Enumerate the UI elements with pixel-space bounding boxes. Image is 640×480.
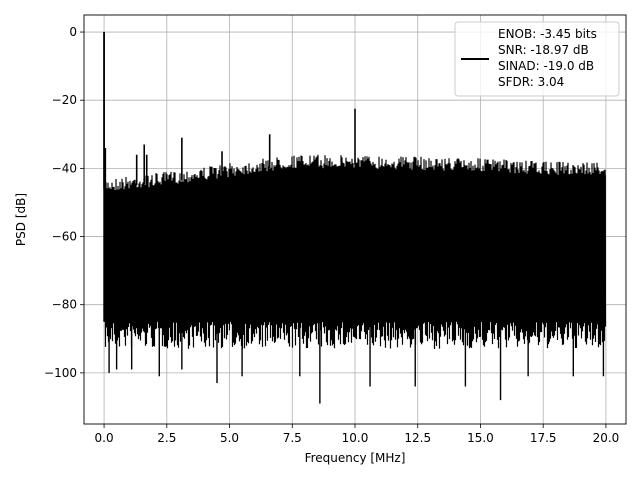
x-tick-label: 15.0: [467, 431, 494, 445]
x-tick-label: 12.5: [404, 431, 431, 445]
y-tick-label: −20: [52, 93, 77, 107]
x-axis-label: Frequency [MHz]: [305, 451, 406, 465]
y-tick-label: −60: [52, 230, 77, 244]
x-tick-label: 2.5: [157, 431, 176, 445]
y-tick-label: −100: [44, 366, 77, 380]
legend-line-enob: ENOB: -3.45 bits: [498, 27, 597, 41]
legend-line-snr: SNR: -18.97 dB: [498, 43, 589, 57]
legend-box: [454, 21, 620, 97]
x-tick-label: 20.0: [593, 431, 620, 445]
series-layer: [103, 32, 607, 404]
y-tick-label: 0: [69, 25, 77, 39]
y-axis-label: PSD [dB]: [14, 193, 28, 246]
ticks: 0.0 2.5 5.0 7.5 10.0 12.5 15.0 17.5 20.0 0 −20 −40 −…: [44, 25, 619, 445]
x-tick-label: 17.5: [530, 431, 557, 445]
x-tick-label: 10.0: [342, 431, 369, 445]
legend-line-sfdr: SFDR: 3.04: [498, 75, 564, 89]
spectrum-trace: [104, 154, 607, 350]
x-tick-label: 7.5: [283, 431, 302, 445]
legend-line-sinad: SINAD: -19.0 dB: [498, 59, 594, 73]
y-tick-label: −80: [52, 298, 77, 312]
legend: ENOB: -3.45 bits SNR: -18.97 dB SINAD: -…: [454, 21, 620, 97]
x-tick-label: 5.0: [220, 431, 239, 445]
x-tick-label: 0.0: [95, 431, 114, 445]
series-group: [103, 32, 607, 404]
y-tick-label: −40: [52, 161, 77, 175]
